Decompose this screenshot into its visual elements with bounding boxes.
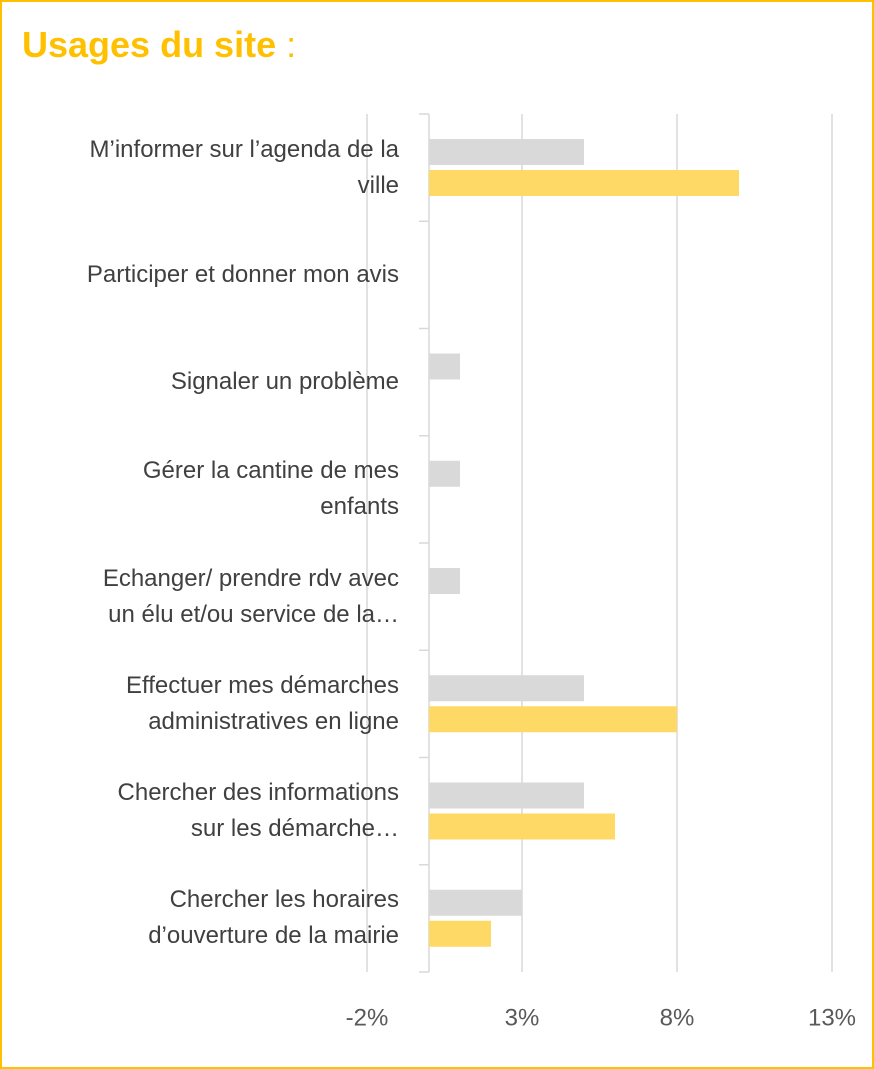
y-tick-label: Chercher des informations sur les démarc… [117, 779, 399, 843]
chart-title-suffix: : [286, 24, 296, 65]
bar [429, 920, 491, 947]
x-tick-label: -2% [346, 1004, 389, 1031]
y-tick-label: Signaler un problème [170, 368, 399, 396]
bar [429, 889, 522, 916]
y-tick-label: Effectuer mes démarches administratives … [125, 671, 399, 735]
x-tick-label: 8% [660, 1004, 695, 1031]
bar [429, 568, 460, 594]
x-tick-label: 13% [808, 1004, 856, 1031]
bar [429, 675, 584, 702]
bar [429, 170, 739, 196]
y-tick-label: Echanger/ prendre rdv avec un élu et/ou … [102, 564, 399, 628]
y-tick-label: Chercher les horaires d’ouverture de la … [148, 886, 399, 950]
x-tick-label: 3% [505, 1004, 540, 1031]
y-tick-label: Participer et donner mon avis [86, 260, 399, 288]
bar [429, 782, 584, 809]
chart-title-wrap: Usages du site: [22, 24, 296, 65]
bar [429, 706, 677, 733]
bar [429, 813, 615, 840]
bar [429, 460, 460, 487]
y-tick-label: M’informer sur l’agenda de la ville [89, 135, 399, 199]
chart-title: Usages du site [22, 24, 276, 65]
y-tick-label: Gérer la cantine de mes enfants [142, 457, 399, 521]
bar [429, 139, 584, 165]
bar [429, 353, 460, 380]
